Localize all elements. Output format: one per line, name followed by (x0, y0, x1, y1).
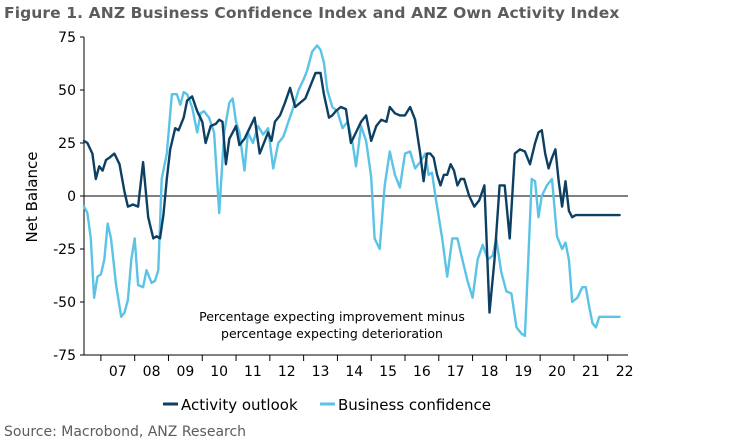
annotation-line-2: percentage expecting deterioration (221, 326, 443, 341)
x-tick-label: 11 (244, 364, 262, 380)
legend-label-business-confidence: Business confidence (338, 396, 491, 414)
y-tick-label: 75 (58, 30, 76, 46)
y-tick-label: 0 (67, 189, 76, 205)
figure-title: Figure 1. ANZ Business Confidence Index … (4, 4, 620, 22)
annotation-line-1: Percentage expecting improvement minus (199, 309, 465, 324)
x-tick-label: 17 (447, 364, 465, 380)
y-tick-label: -50 (53, 295, 76, 311)
x-tick-label: 19 (514, 364, 532, 380)
x-tick-label: 20 (548, 364, 566, 380)
y-tick-label: -25 (53, 242, 76, 258)
x-tick-label: 14 (345, 364, 363, 380)
x-tick-label: 15 (379, 364, 397, 380)
legend-label-activity-outlook: Activity outlook (181, 396, 298, 414)
legend: Activity outlook Business confidence (163, 396, 491, 414)
y-tick-label: 50 (58, 83, 76, 99)
tick-labels: 75 50 25 0 -25 -50 -75 07 08 09 10 11 12 13 14 15 16 17 18… (53, 30, 633, 380)
x-tick-label: 08 (143, 364, 161, 380)
x-tick-label: 10 (210, 364, 228, 380)
y-axis-title: Net Balance (23, 152, 41, 243)
x-tick-label: 13 (312, 364, 330, 380)
y-tick-label: 25 (58, 136, 76, 152)
x-tick-label: 18 (481, 364, 499, 380)
y-tick-label: -75 (53, 348, 76, 364)
x-tick-label: 09 (176, 364, 194, 380)
series-line-business-confidence (82, 44, 621, 338)
x-tick-label: 21 (582, 364, 600, 380)
x-tick-label: 12 (278, 364, 296, 380)
series-lines (82, 44, 621, 338)
source-note: Source: Macrobond, ANZ Research (4, 424, 247, 440)
series-line-activity-outlook (82, 71, 621, 314)
x-tick-label: 22 (616, 364, 634, 380)
x-tick-label: 07 (109, 364, 127, 380)
x-tick-label: 16 (413, 364, 431, 380)
